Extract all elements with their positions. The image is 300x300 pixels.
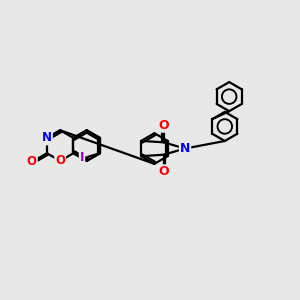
Text: N: N bbox=[180, 142, 190, 155]
Text: I: I bbox=[80, 151, 84, 164]
Text: O: O bbox=[27, 155, 37, 168]
Text: O: O bbox=[158, 165, 169, 178]
Text: O: O bbox=[158, 119, 169, 132]
Text: O: O bbox=[55, 154, 65, 167]
Text: N: N bbox=[42, 131, 52, 144]
